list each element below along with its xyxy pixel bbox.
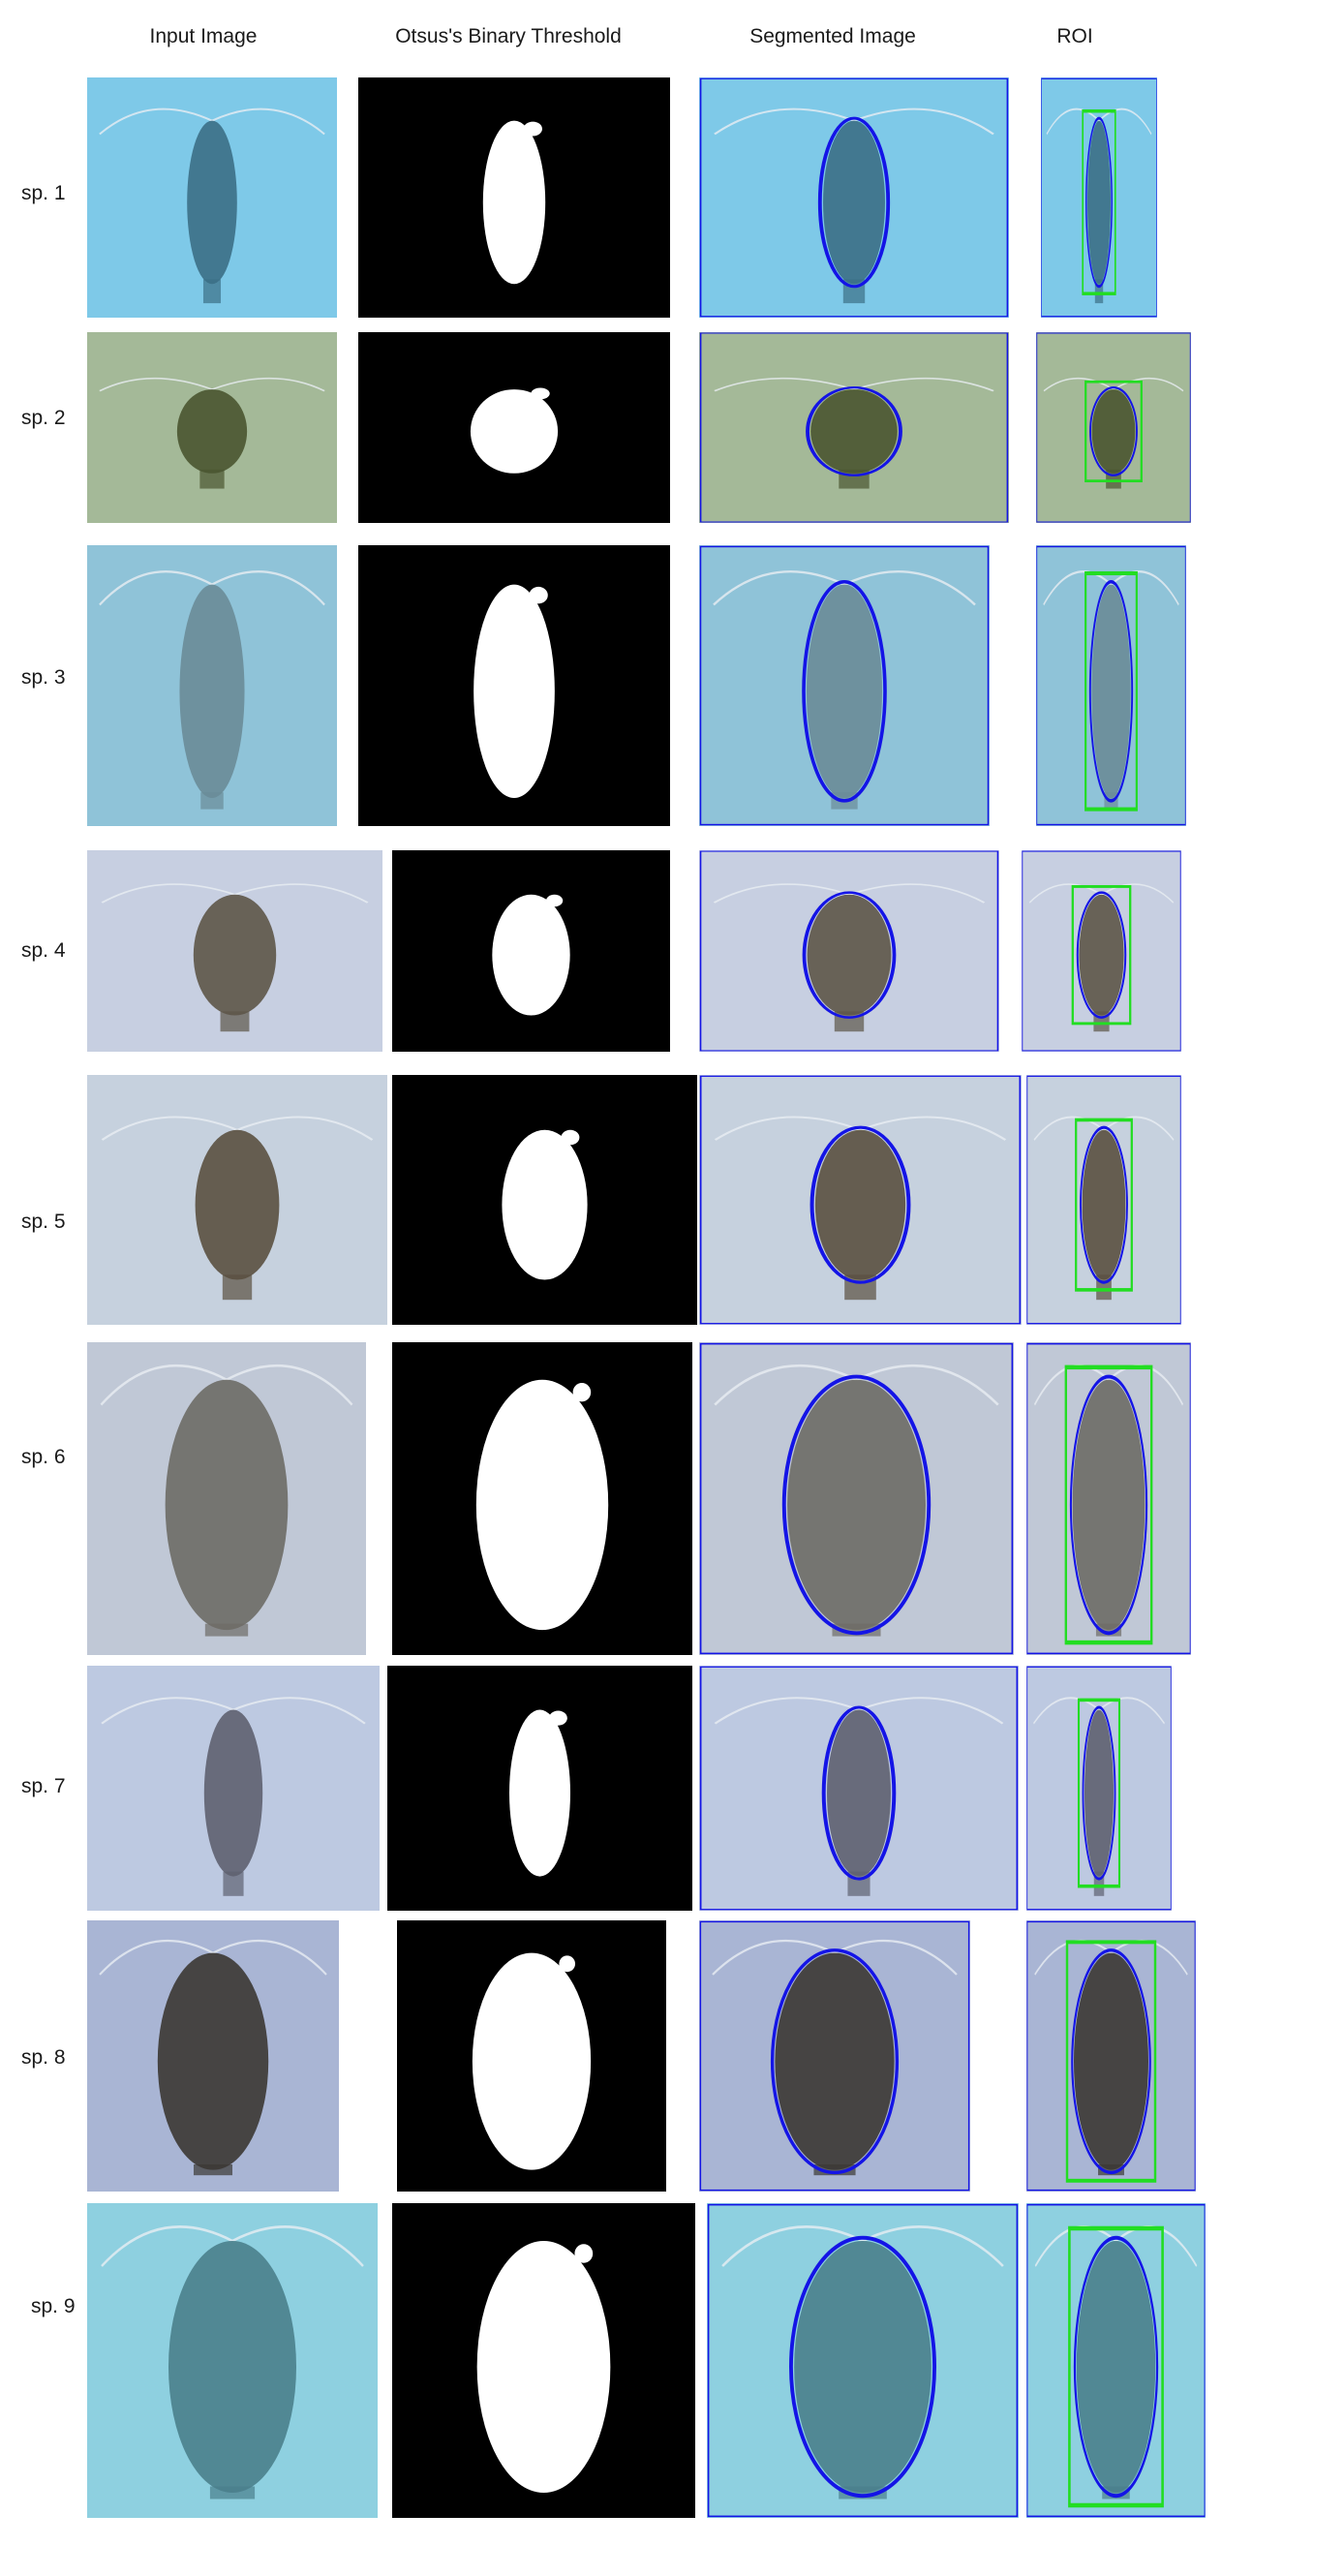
threshold-blob xyxy=(470,389,559,474)
roi-bounding-box xyxy=(1075,1118,1133,1292)
species-label: sp. 6 xyxy=(21,1446,66,1468)
roi-bounding-box xyxy=(1082,108,1116,295)
threshold-image-sp-4 xyxy=(392,850,670,1052)
threshold-image-sp-8 xyxy=(397,1920,666,2192)
input-image-sp-7 xyxy=(87,1666,380,1911)
column-header-otsu-threshold: Otsus's Binary Threshold xyxy=(395,25,622,47)
column-header-roi: ROI xyxy=(1056,25,1093,47)
segmented-image-sp-9 xyxy=(707,2203,1019,2518)
threshold-image-sp-6 xyxy=(392,1342,692,1655)
species-label: sp. 1 xyxy=(21,182,66,204)
roi-image-sp-7 xyxy=(1026,1666,1172,1911)
copepod-body xyxy=(1091,584,1131,798)
threshold-blob xyxy=(502,1129,588,1280)
input-image-sp-3 xyxy=(87,545,337,826)
copepod-body xyxy=(810,389,898,474)
copepod-body xyxy=(203,1709,263,1877)
column-header-segmented-image: Segmented Image xyxy=(749,25,916,47)
roi-image-sp-8 xyxy=(1026,1920,1196,2192)
input-image-sp-4 xyxy=(87,850,382,1052)
copepod-body xyxy=(775,1952,895,2170)
threshold-image-sp-1 xyxy=(358,77,670,318)
species-label: sp. 5 xyxy=(21,1211,66,1233)
roi-image-sp-1 xyxy=(1041,77,1157,318)
copepod-body xyxy=(195,1129,280,1280)
roi-bounding-box xyxy=(1071,884,1132,1026)
input-image-sp-8 xyxy=(87,1920,339,2192)
species-label: sp. 7 xyxy=(21,1775,66,1797)
threshold-image-sp-9 xyxy=(392,2203,695,2518)
copepod-body xyxy=(794,2241,932,2493)
roi-image-sp-6 xyxy=(1026,1342,1191,1655)
copepod-body xyxy=(1084,1709,1114,1877)
threshold-blob xyxy=(482,120,546,285)
input-image-sp-6 xyxy=(87,1342,366,1655)
copepod-body xyxy=(179,584,245,798)
copepod-body xyxy=(1087,120,1111,285)
threshold-blob xyxy=(473,584,555,798)
roi-image-sp-4 xyxy=(1022,850,1181,1052)
roi-bounding-box xyxy=(1077,1698,1121,1888)
copepod-body xyxy=(1076,2241,1156,2493)
copepod-body xyxy=(827,1709,891,1877)
segmented-image-sp-1 xyxy=(699,77,1009,318)
copepod-body xyxy=(823,120,885,285)
input-image-sp-9 xyxy=(87,2203,378,2518)
roi-image-sp-2 xyxy=(1036,332,1191,523)
copepod-body xyxy=(807,894,892,1016)
segmented-image-sp-5 xyxy=(699,1075,1022,1325)
threshold-blob xyxy=(476,2241,611,2493)
segmented-image-sp-8 xyxy=(699,1920,970,2192)
species-label: sp. 2 xyxy=(21,407,66,429)
threshold-blob xyxy=(509,1709,570,1877)
threshold-image-sp-2 xyxy=(358,332,670,523)
roi-image-sp-3 xyxy=(1036,545,1186,826)
copepod-body xyxy=(1082,1129,1126,1280)
copepod-body xyxy=(193,894,277,1016)
roi-bounding-box xyxy=(1084,380,1143,483)
copepod-body xyxy=(165,1379,289,1631)
copepod-body xyxy=(814,1129,906,1280)
species-label: sp. 9 xyxy=(31,2295,76,2317)
input-image-sp-1 xyxy=(87,77,337,318)
threshold-blob xyxy=(472,1952,592,2170)
species-label: sp. 4 xyxy=(21,939,66,962)
column-header-input-image: Input Image xyxy=(149,25,258,47)
roi-bounding-box xyxy=(1068,2225,1164,2508)
roi-image-sp-9 xyxy=(1026,2203,1206,2518)
threshold-blob xyxy=(475,1379,609,1631)
copepod-body xyxy=(1079,894,1124,1016)
species-label: sp. 8 xyxy=(21,2046,66,2069)
threshold-image-sp-7 xyxy=(387,1666,692,1911)
roi-image-sp-5 xyxy=(1026,1075,1181,1325)
copepod-body xyxy=(787,1379,926,1631)
input-image-sp-2 xyxy=(87,332,337,523)
copepod-body xyxy=(187,120,237,285)
copepod-body xyxy=(1091,389,1136,474)
segmented-image-sp-6 xyxy=(699,1342,1014,1655)
copepod-body xyxy=(176,389,248,474)
segmented-image-sp-4 xyxy=(699,850,999,1052)
threshold-image-sp-5 xyxy=(392,1075,697,1325)
copepod-body xyxy=(807,584,882,798)
threshold-blob xyxy=(492,894,570,1016)
threshold-image-sp-3 xyxy=(358,545,670,826)
roi-bounding-box xyxy=(1084,570,1138,812)
input-image-sp-5 xyxy=(87,1075,387,1325)
segmented-image-sp-2 xyxy=(699,332,1009,523)
segmented-image-sp-7 xyxy=(699,1666,1019,1911)
copepod-body xyxy=(1072,1379,1145,1631)
copepod-body xyxy=(157,1952,269,2170)
roi-bounding-box xyxy=(1064,1365,1153,1645)
segmented-image-sp-3 xyxy=(699,545,990,826)
copepod-body xyxy=(168,2241,296,2493)
roi-bounding-box xyxy=(1065,1940,1157,2183)
copepod-body xyxy=(1074,1952,1148,2170)
species-label: sp. 3 xyxy=(21,666,66,689)
